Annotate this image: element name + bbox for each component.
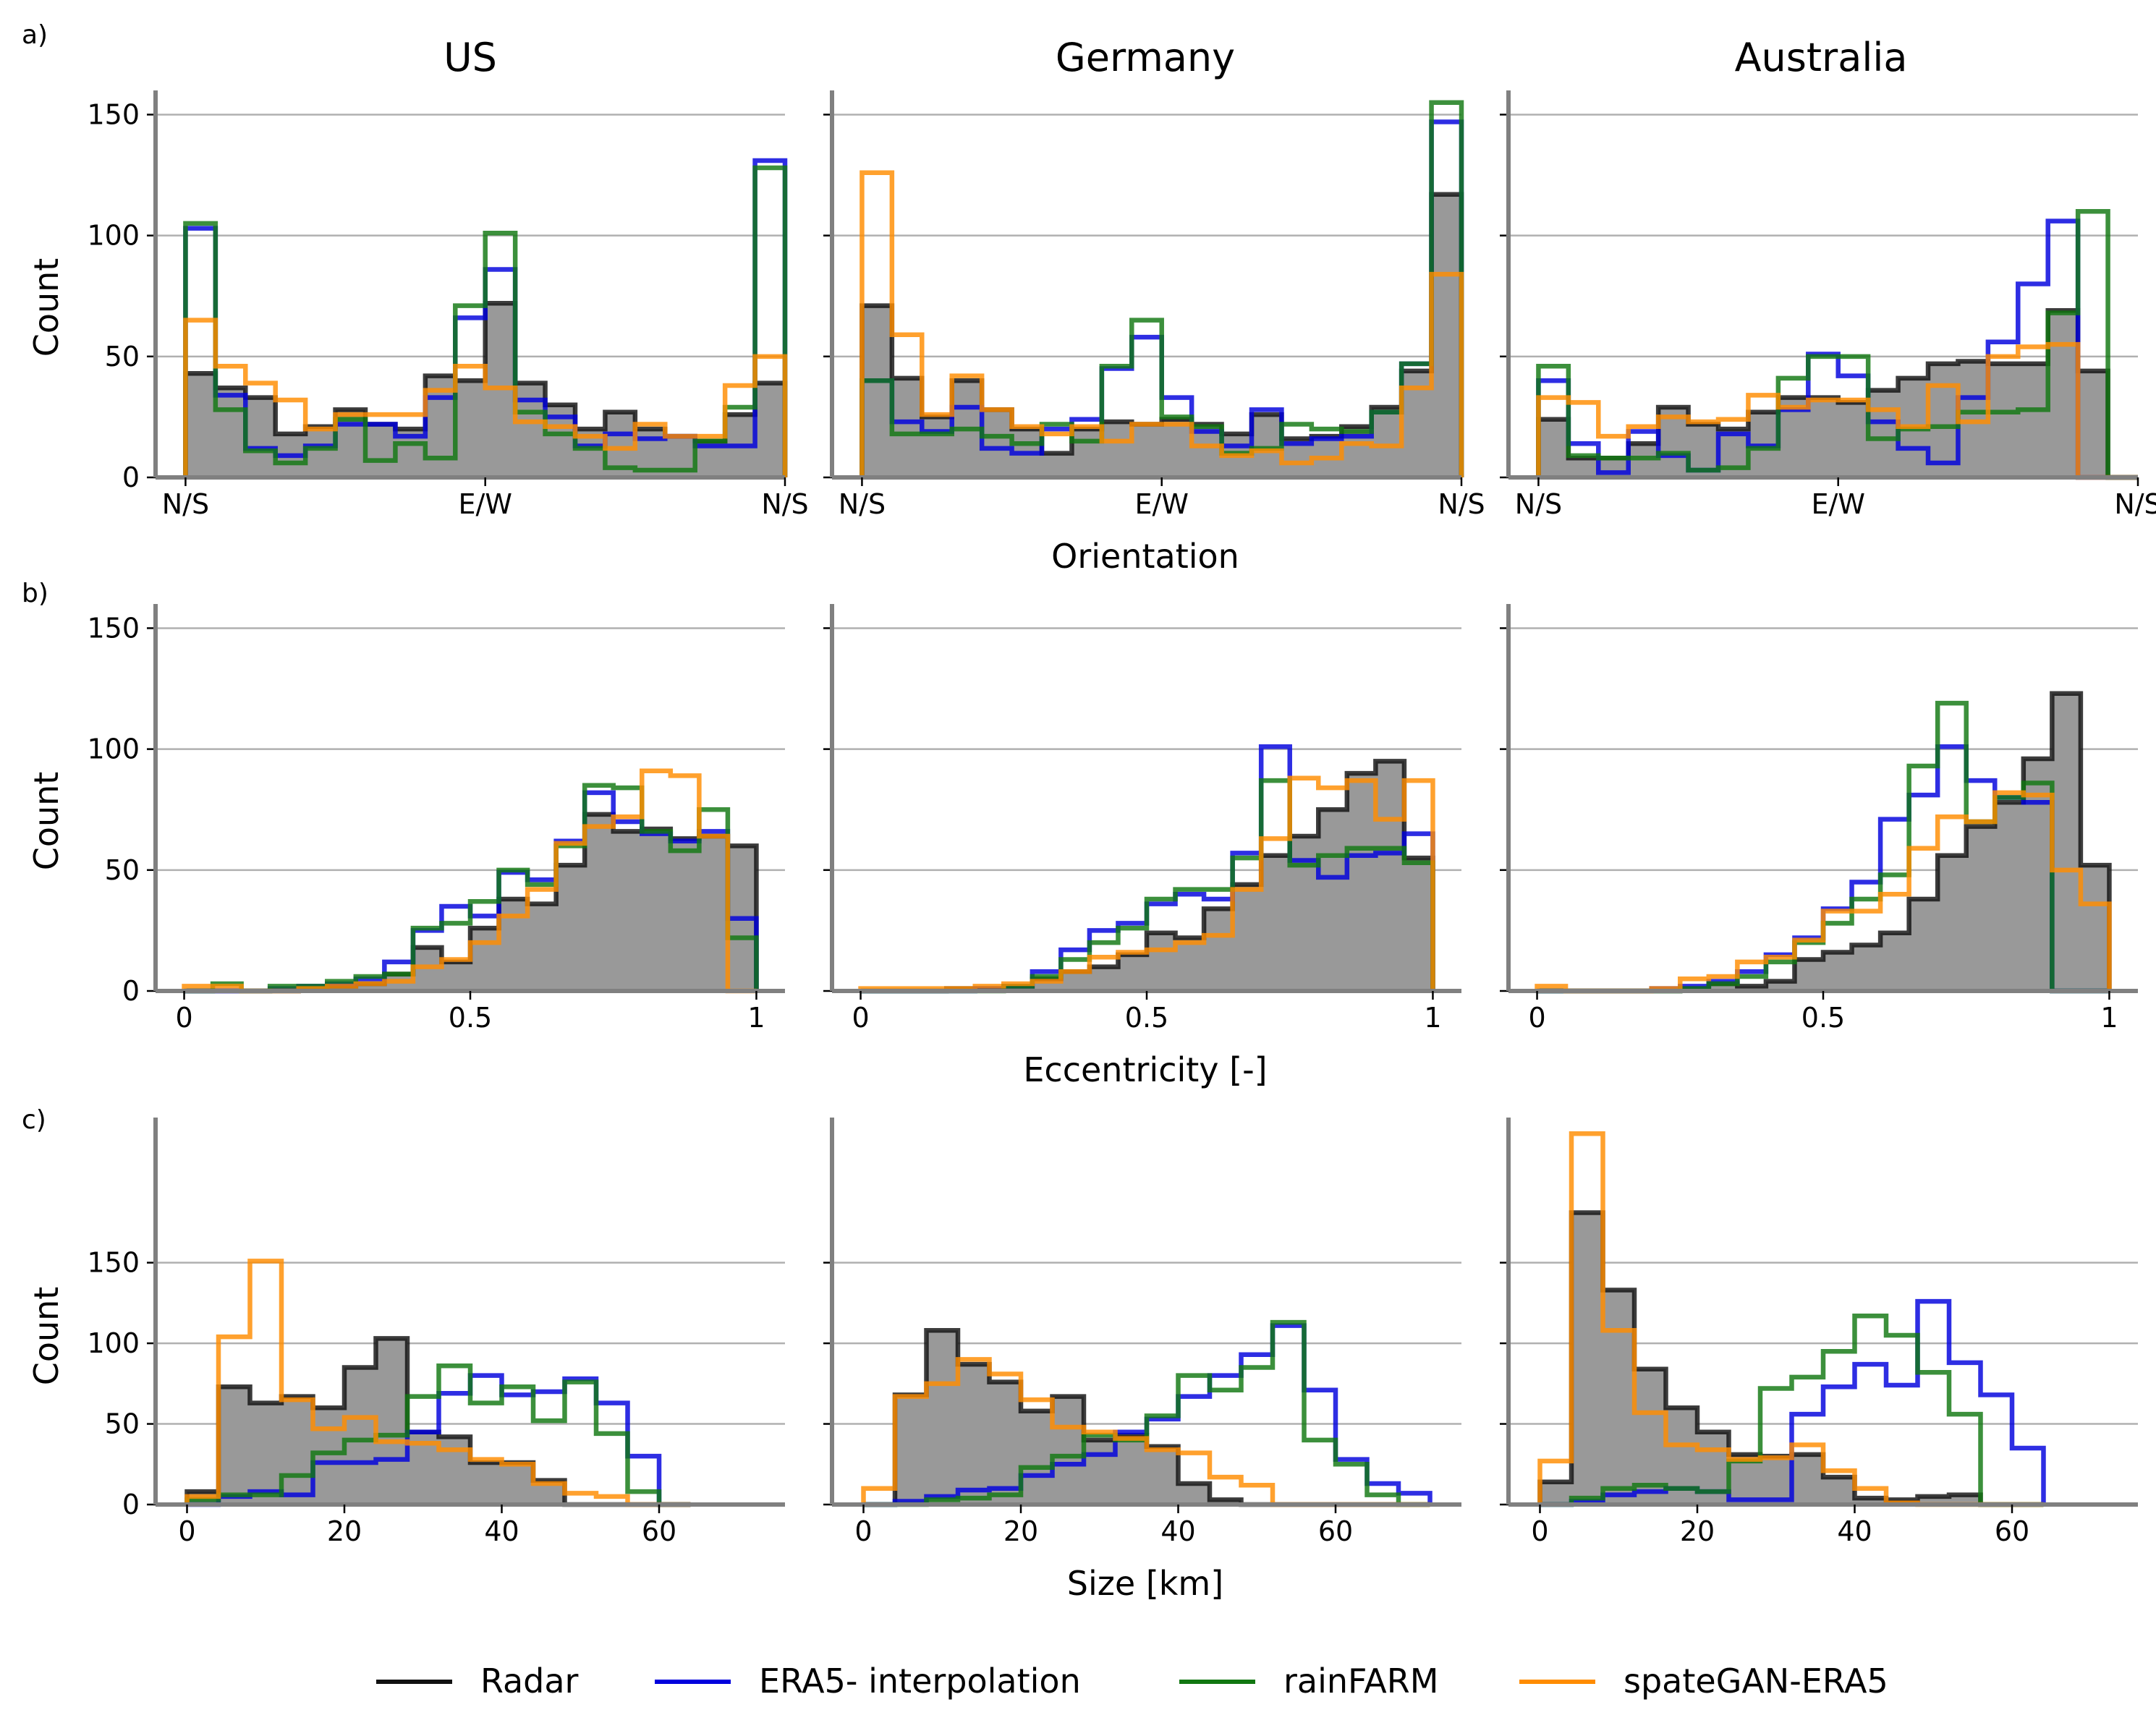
radar-filled-histogram [184,814,757,991]
panel-size-germany: 0 20 40 60 [823,1118,1461,1547]
panel-orientation-germany: N/S E/W N/S [823,90,1485,520]
x-tick-label: 1 [1424,1002,1441,1034]
x-tick-label: 0.5 [449,1002,492,1034]
x-tick-label: 60 [642,1515,676,1547]
y-tick-label: 100 [87,220,140,252]
x-tick-label: 60 [1318,1515,1353,1547]
histogram-step-spategan-era5 [860,170,1464,477]
y-tick-label: 150 [87,1247,140,1279]
x-tick-label: E/W [459,488,512,520]
x-axis-label-orientation: Orientation [1051,537,1239,576]
panel-eccentricity-australia: 0 0.5 1 [1500,604,2138,1034]
x-axis-label-size: Size [km] [1067,1564,1223,1603]
y-tick-label: 0 [122,461,140,493]
histogram-step-rainfarm [184,783,759,994]
x-tick-label: 40 [1160,1515,1195,1547]
x-tick-label: 40 [484,1515,519,1547]
histogram-step-rainfarm [863,1319,1430,1507]
row-label-c: c) [22,1105,46,1135]
panel-eccentricity-germany: 0 0.5 1 [823,604,1461,1034]
x-tick-label: E/W [1812,488,1865,520]
radar-filled-histogram [863,1330,1430,1505]
histogram-step-spategan-era5 [1536,341,2138,480]
x-tick-label: N/S [1438,488,1485,520]
y-tick-label: 0 [122,975,140,1007]
radar-filled-histogram [1537,693,2110,991]
y-axis-label-row-a: Count [27,258,66,357]
histogram-step-spategan-era5 [858,775,1435,991]
legend-label-rainfarm: rainFARM [1283,1661,1438,1701]
histogram-step-rainfarm [1540,1313,2044,1507]
y-tick-label: 150 [87,98,140,130]
x-tick-label: 60 [1995,1515,2029,1547]
histogram-step-era5-interpolation [1536,218,2138,480]
x-tick-label: 1 [747,1002,765,1034]
y-tick-label: 100 [87,1327,140,1359]
panel-size-us: 0 50 100 150 0 20 40 60 [87,1118,785,1547]
panel-eccentricity-us: 0 50 100 150 0 0.5 1 [87,604,785,1034]
panel-orientation-us: 0 50 100 150 N/S E/W N/S [87,90,809,520]
x-tick-label: 20 [1003,1515,1038,1547]
y-axis-label-row-c: Count [27,1287,66,1386]
x-tick-label: N/S [2114,488,2156,520]
x-tick-label: N/S [1515,488,1562,520]
x-tick-label: 0.5 [1801,1002,1845,1034]
x-tick-label: 0.5 [1125,1002,1168,1034]
x-tick-label: 0 [175,1002,192,1034]
histogram-step-spategan-era5 [183,318,788,477]
x-tick-label: N/S [162,488,209,520]
radar-filled-histogram [1538,310,2138,477]
histogram-step-spategan-era5 [861,1357,1430,1507]
column-title-us: US [443,35,497,80]
y-tick-label: 50 [105,1408,140,1440]
histogram-step-rainfarm [1536,208,2138,480]
x-tick-label: E/W [1135,488,1189,520]
row-label-a: a) [22,20,48,50]
y-tick-label: 100 [87,733,140,765]
column-title-australia: Australia [1735,35,1908,80]
x-tick-label: 0 [1531,1515,1548,1547]
legend-label-spategan-era5: spateGAN-ERA5 [1624,1661,1888,1701]
histogram-step-spategan-era5 [184,1259,691,1507]
x-tick-label: N/S [839,488,886,520]
y-axis-label-row-b: Count [27,772,66,871]
row-label-b: b) [22,579,48,608]
histogram-step-rainfarm [183,165,788,477]
x-tick-label: 1 [2100,1002,2118,1034]
legend: Radar ERA5- interpolation rainFARM spate… [376,1661,1888,1701]
x-tick-label: 20 [1680,1515,1715,1547]
y-tick-label: 150 [87,612,140,644]
x-tick-label: 0 [852,1002,869,1034]
x-tick-label: 0 [854,1515,872,1547]
x-axis-label-eccentricity: Eccentricity [-] [1023,1050,1267,1089]
y-tick-label: 50 [105,854,140,886]
y-tick-label: 50 [105,341,140,373]
legend-label-radar: Radar [480,1661,579,1701]
panel-size-australia: 0 20 40 60 [1500,1118,2138,1547]
panel-orientation-australia: N/S E/W N/S [1500,90,2156,520]
x-tick-label: 0 [178,1515,195,1547]
radar-filled-histogram [860,761,1433,991]
x-tick-label: N/S [761,488,808,520]
x-tick-label: 20 [327,1515,362,1547]
legend-label-era5-interpolation: ERA5- interpolation [759,1661,1081,1701]
histogram-step-era5-interpolation [1540,1298,2046,1507]
histogram-step-rainfarm [860,100,1464,477]
histogram-step-rainfarm [184,1363,691,1507]
column-title-germany: Germany [1056,35,1235,80]
x-tick-label: 0 [1528,1002,1545,1034]
y-tick-label: 0 [122,1489,140,1520]
x-tick-label: 40 [1837,1515,1872,1547]
